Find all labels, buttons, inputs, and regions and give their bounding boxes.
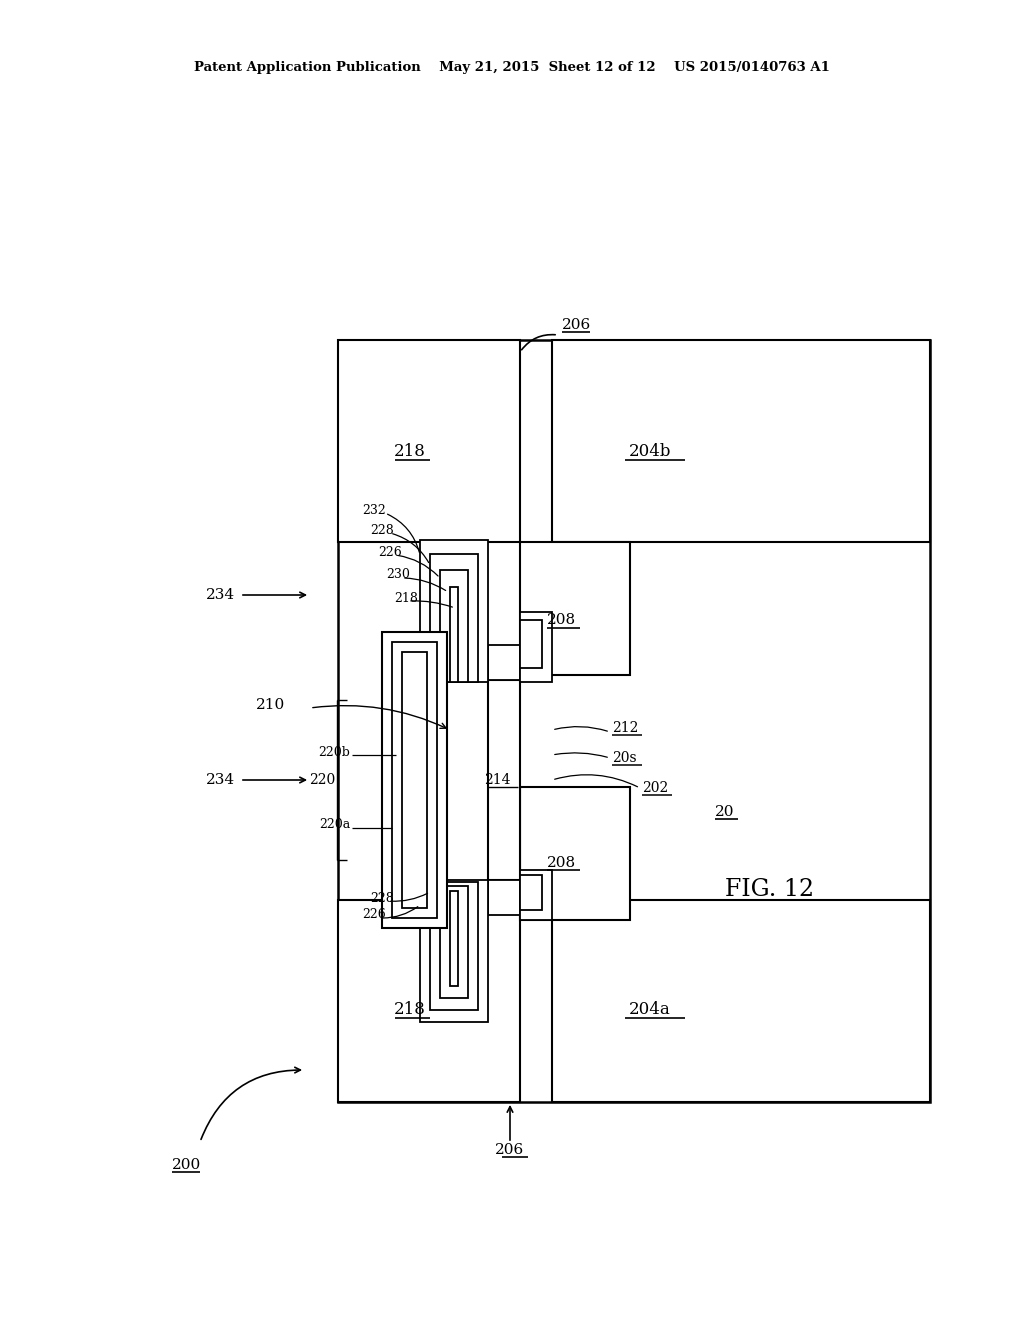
Bar	[430, 554, 478, 682]
Text: 20s: 20s	[612, 751, 637, 766]
Text: 228: 228	[370, 524, 394, 536]
Text: 214: 214	[483, 774, 510, 787]
Text: 226: 226	[362, 908, 386, 921]
Bar	[488, 680, 520, 880]
Text: 232: 232	[362, 503, 386, 516]
Text: 228: 228	[370, 891, 394, 904]
Bar	[520, 870, 552, 920]
Bar	[338, 341, 520, 543]
Text: 234: 234	[206, 774, 234, 787]
Text: Patent Application Publication    May 21, 2015  Sheet 12 of 12    US 2015/014076: Patent Application Publication May 21, 2…	[195, 62, 829, 74]
Bar	[430, 882, 478, 1010]
Bar	[420, 540, 488, 682]
Bar	[450, 891, 458, 986]
Bar	[520, 612, 552, 682]
Bar	[488, 880, 520, 915]
Bar	[382, 632, 447, 928]
Text: 218: 218	[394, 591, 418, 605]
Bar	[392, 642, 437, 917]
Bar	[520, 543, 630, 675]
Text: 208: 208	[548, 612, 577, 627]
Text: FIG. 12: FIG. 12	[725, 879, 814, 902]
Text: 230: 230	[386, 569, 410, 582]
Text: 220a: 220a	[318, 818, 350, 832]
Text: 212: 212	[612, 721, 638, 735]
Bar	[450, 587, 458, 682]
Bar	[520, 875, 542, 909]
Text: 206: 206	[562, 318, 591, 333]
Bar	[338, 341, 930, 1102]
Bar	[338, 900, 520, 1102]
Bar	[440, 886, 468, 998]
Text: 20: 20	[715, 805, 734, 818]
Bar	[552, 900, 930, 1102]
Bar	[552, 341, 930, 543]
Text: 202: 202	[642, 781, 669, 795]
Bar	[420, 880, 488, 1022]
Text: 200: 200	[172, 1158, 202, 1172]
Text: 208: 208	[548, 855, 577, 870]
Text: 220b: 220b	[318, 746, 350, 759]
Bar	[488, 645, 520, 680]
Text: 218: 218	[394, 444, 426, 461]
Text: 234: 234	[206, 587, 234, 602]
Bar	[520, 787, 630, 920]
Text: 218: 218	[394, 1002, 426, 1019]
Text: 220: 220	[309, 774, 335, 787]
Bar	[402, 652, 427, 908]
Text: 206: 206	[496, 1143, 524, 1158]
Bar	[440, 570, 468, 682]
Text: 204a: 204a	[629, 1002, 671, 1019]
Bar	[520, 620, 542, 668]
Text: 226: 226	[378, 545, 401, 558]
Text: 204b: 204b	[629, 444, 672, 461]
Text: 210: 210	[256, 698, 285, 711]
